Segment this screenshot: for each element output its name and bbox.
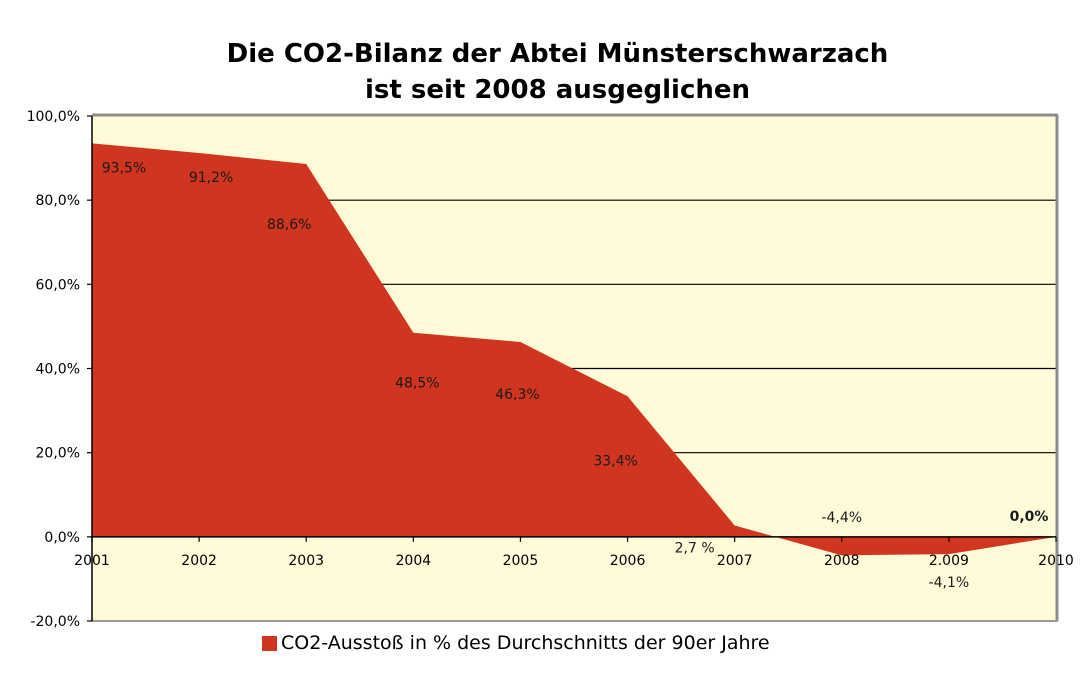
y-tick-label: -20,0% xyxy=(30,614,80,630)
x-tick-label: 2005 xyxy=(503,553,539,569)
y-tick-label: 20,0% xyxy=(36,446,80,462)
data-label: 93,5% xyxy=(102,160,146,176)
series-area xyxy=(92,143,1056,556)
x-tick-label: 2001 xyxy=(74,553,110,569)
chart-title: Die CO2-Bilanz der Abtei Münsterschwarza… xyxy=(0,36,1092,108)
data-label: 0,0% xyxy=(1010,509,1049,525)
x-tick-label: 2006 xyxy=(610,553,646,569)
x-tick-label: 2002 xyxy=(181,553,217,569)
chart-title-line-1: Die CO2-Bilanz der Abtei Münsterschwarza… xyxy=(226,39,889,69)
chart-title-line-2: ist seit 2008 ausgeglichen xyxy=(364,75,751,105)
data-label: -4,4% xyxy=(821,510,862,526)
legend-swatch xyxy=(262,635,277,651)
x-tick-label: 2003 xyxy=(288,553,324,569)
y-tick-label: 80,0% xyxy=(36,193,80,209)
legend-label: CO2-Ausstoß in % des Durchschnitts der 9… xyxy=(281,632,770,654)
data-label: 91,2% xyxy=(189,170,233,186)
x-tick-label: 2010 xyxy=(1038,553,1074,569)
data-label: 46,3% xyxy=(495,387,539,403)
x-tick-label: 2004 xyxy=(396,553,432,569)
legend: CO2-Ausstoß in % des Durchschnitts der 9… xyxy=(262,632,770,654)
x-tick-label: 2008 xyxy=(824,553,860,569)
y-tick-label: 100,0% xyxy=(27,109,80,125)
data-label: -4,1% xyxy=(929,575,970,591)
y-tick-label: 40,0% xyxy=(36,362,80,378)
y-tick-label: 0,0% xyxy=(44,530,80,546)
data-label: 2,7 % xyxy=(675,540,715,556)
data-label: 88,6% xyxy=(267,217,311,233)
x-tick-label: 2007 xyxy=(717,553,753,569)
x-tick-label: 2.009 xyxy=(929,553,969,569)
data-label: 33,4% xyxy=(593,453,637,469)
y-tick-label: 60,0% xyxy=(36,277,80,293)
data-label: 48,5% xyxy=(395,376,439,392)
